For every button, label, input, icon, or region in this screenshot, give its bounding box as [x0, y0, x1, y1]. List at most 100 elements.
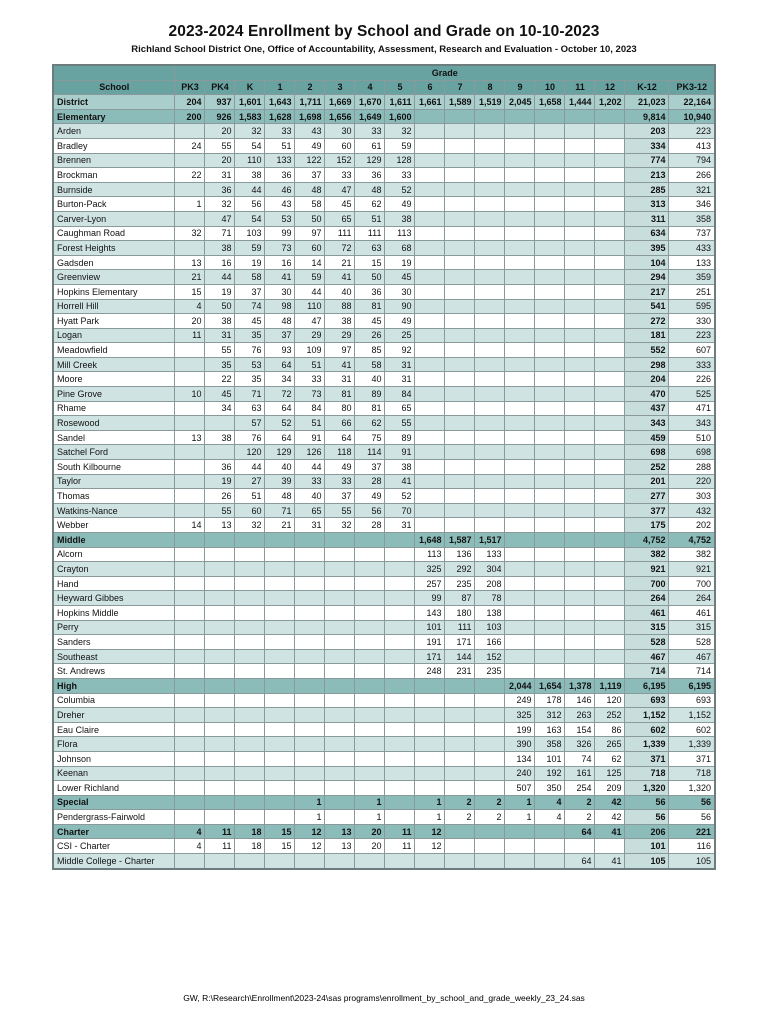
- grade-cell: 2,045: [504, 94, 536, 110]
- grade-cell: [414, 502, 446, 519]
- grade-cell: 51: [354, 210, 386, 227]
- grade-cell: [564, 648, 596, 665]
- enrollment-table: Grade School PK3 PK4 K 1 2 3 4 5 6 7 8 9 10 11 12 K-12 PK…: [51, 64, 717, 870]
- grade-cell: [444, 196, 476, 212]
- grade-cell: [444, 167, 476, 183]
- grade-cell: 48: [264, 313, 296, 329]
- grade-cell: 12: [414, 838, 446, 855]
- grade-cell: 54: [234, 210, 266, 227]
- grade-cell: [504, 254, 536, 271]
- k12-total-cell: 1,320: [624, 780, 670, 796]
- grade-cell: 36: [264, 167, 296, 183]
- table-row: Hopkins Middle 143 180 138 461 461: [52, 604, 716, 621]
- grade-cell: [474, 721, 506, 738]
- grade-cell: 126: [294, 444, 326, 461]
- grade-cell: [384, 736, 416, 752]
- grade-cell: [564, 240, 596, 256]
- grade-cell: [534, 181, 566, 198]
- pk3-12-total-cell: 471: [668, 400, 716, 417]
- grade-cell: [504, 342, 536, 358]
- grade-cell: [174, 634, 206, 650]
- grade-cell: [264, 532, 296, 548]
- grade-cell: 26: [354, 327, 386, 344]
- grade-cell: [354, 532, 386, 548]
- grade-cell: [444, 342, 476, 358]
- grade-cell: 18: [234, 823, 266, 840]
- grade-cell: 1,658: [534, 94, 566, 110]
- grade-cell: [444, 853, 476, 870]
- grade-cell: [474, 692, 506, 709]
- grade-cell: 55: [324, 502, 356, 519]
- grade-cell: [174, 342, 206, 358]
- table-row: St. Andrews 248 231 235 714 714: [52, 663, 716, 679]
- grade-cell: [414, 108, 446, 125]
- grade-cell: [474, 240, 506, 256]
- grade-cell: [564, 254, 596, 271]
- grade-cell: [594, 196, 626, 212]
- grade-cell: 1,611: [384, 94, 416, 110]
- grade-cell: 110: [234, 152, 266, 169]
- grade-cell: [204, 721, 236, 738]
- grade-cell: 41: [384, 473, 416, 490]
- school-name: District: [52, 94, 176, 110]
- grade-cell: 114: [354, 444, 386, 461]
- grade-cell: [174, 488, 206, 504]
- grade-cell: [474, 152, 506, 169]
- grade-cell: [414, 677, 446, 694]
- grade-cell: [294, 561, 326, 577]
- grade-cell: [414, 707, 446, 723]
- grade-cell: 15: [264, 823, 296, 840]
- grade-cell: [264, 648, 296, 665]
- pk3-12-total-cell: 607: [668, 342, 716, 358]
- grade-cell: 208: [474, 575, 506, 592]
- grade-cell: [264, 575, 296, 592]
- grade-cell: 2: [564, 809, 596, 825]
- grade-cell: 33: [264, 123, 296, 139]
- school-name: Pine Grove: [52, 386, 176, 402]
- table-row: Webber 14 13 32 21 31 32 28 31 175 202: [52, 517, 716, 533]
- grade-cell: 19: [234, 254, 266, 271]
- grade-cell: [384, 692, 416, 709]
- grade-cell: 120: [234, 444, 266, 461]
- grade-cell: 47: [324, 181, 356, 198]
- grade-cell: 13: [204, 517, 236, 533]
- grade-cell: [264, 707, 296, 723]
- grade-cell: 163: [534, 721, 566, 738]
- grade-cell: [174, 561, 206, 577]
- grade-cell: [414, 225, 446, 242]
- grade-cell: 50: [204, 298, 236, 315]
- grade-cell: [204, 575, 236, 592]
- grade-cell: [504, 327, 536, 344]
- k12-total-cell: 104: [624, 254, 670, 271]
- grade-cell: 99: [414, 590, 446, 606]
- pk3-12-total-cell: 359: [668, 269, 716, 285]
- grade-cell: [594, 152, 626, 169]
- k12-total-cell: 294: [624, 269, 670, 285]
- grade-cell: [174, 750, 206, 767]
- table-row: Flora 390 358 326 265 1,339 1,339: [52, 736, 716, 752]
- grade-cell: 1,517: [474, 532, 506, 548]
- grade-cell: 91: [294, 429, 326, 446]
- grade-cell: [384, 546, 416, 563]
- grade-cell: [474, 196, 506, 212]
- grade-cell: 390: [504, 736, 536, 752]
- grade-cell: [564, 473, 596, 490]
- grade-cell: [444, 750, 476, 767]
- grade-cell: [534, 517, 566, 533]
- grade-cell: [264, 604, 296, 621]
- grade-cell: [234, 707, 266, 723]
- k12-total-cell: 203: [624, 123, 670, 139]
- grade-cell: 75: [354, 429, 386, 446]
- school-name: Forest Heights: [52, 240, 176, 256]
- grade-cell: [594, 123, 626, 139]
- grade-cell: [204, 590, 236, 606]
- grade-cell: 1,378: [564, 677, 596, 694]
- grade-cell: [534, 210, 566, 227]
- grade-cell: 41: [324, 356, 356, 373]
- grade-cell: [414, 137, 446, 154]
- grade-cell: [564, 415, 596, 431]
- school-name: Flora: [52, 736, 176, 752]
- grade-cell: [564, 196, 596, 212]
- grade-cell: 55: [204, 502, 236, 519]
- grade-cell: [204, 692, 236, 709]
